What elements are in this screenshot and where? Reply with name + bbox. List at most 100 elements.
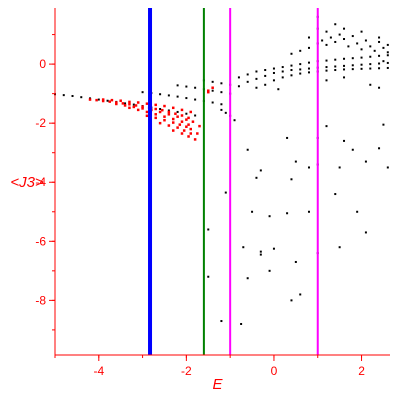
black-point-142 <box>338 166 341 169</box>
black-point-105 <box>351 35 354 38</box>
black-point-163 <box>207 275 210 278</box>
black-point-151 <box>286 212 289 215</box>
black-point-51 <box>307 61 310 64</box>
black-point-27 <box>176 84 179 87</box>
black-point-87 <box>334 69 337 72</box>
red-point-38 <box>136 108 140 112</box>
black-point-73 <box>351 64 354 67</box>
black-point-28 <box>185 85 188 88</box>
red-point-23 <box>163 104 166 108</box>
red-point-3 <box>108 100 111 103</box>
black-point-57 <box>360 56 363 59</box>
red-point-53 <box>167 124 171 127</box>
black-point-120 <box>360 30 363 33</box>
black-point-157 <box>272 247 275 250</box>
x-tick-label: 2 <box>358 364 365 378</box>
black-point-77 <box>386 61 389 64</box>
black-point-147 <box>334 193 337 196</box>
black-point-107 <box>360 48 363 51</box>
black-point-76 <box>378 62 381 65</box>
black-point-42 <box>233 119 236 122</box>
black-point-118 <box>334 23 337 26</box>
red-point-30 <box>141 107 144 110</box>
black-point-90 <box>360 67 363 70</box>
black-point-140 <box>259 169 262 172</box>
black-point-112 <box>382 46 385 49</box>
black-point-70 <box>325 66 328 69</box>
black-point-59 <box>378 54 381 57</box>
black-point-165 <box>299 293 302 296</box>
red-point-19 <box>128 100 131 104</box>
red-point-48 <box>171 121 175 124</box>
black-point-9 <box>132 103 135 106</box>
red-point-18 <box>119 99 122 102</box>
black-point-130 <box>382 123 385 126</box>
red-point-49 <box>178 123 182 126</box>
black-point-68 <box>307 67 310 70</box>
black-point-8 <box>124 102 127 105</box>
red-point-34 <box>176 115 179 118</box>
red-point-43 <box>180 120 184 123</box>
black-point-100 <box>329 36 332 39</box>
black-point-110 <box>373 49 376 52</box>
black-point-124 <box>325 79 328 82</box>
red-point-37 <box>128 106 131 110</box>
black-point-135 <box>351 148 354 151</box>
red-point-52 <box>158 121 162 125</box>
y-tick-label: -8 <box>35 293 46 307</box>
black-point-20 <box>167 94 170 97</box>
black-point-47 <box>272 67 275 70</box>
black-point-54 <box>334 58 337 61</box>
black-point-6 <box>106 99 109 102</box>
red-point-44 <box>187 123 190 126</box>
black-point-66 <box>290 69 293 72</box>
black-point-141 <box>307 166 310 169</box>
black-point-155 <box>242 246 245 249</box>
red-point-54 <box>176 126 179 129</box>
black-point-19 <box>159 93 162 96</box>
red-point-61 <box>196 132 199 135</box>
red-point-47 <box>163 118 166 122</box>
red-point-64 <box>211 86 214 89</box>
red-point-55 <box>182 129 186 132</box>
black-point-123 <box>386 51 389 54</box>
red-point-8 <box>141 105 144 108</box>
black-point-21 <box>176 95 179 98</box>
black-point-63 <box>264 74 267 77</box>
black-point-44 <box>246 73 249 76</box>
black-point-98 <box>321 39 324 42</box>
black-point-149 <box>307 210 310 213</box>
black-point-67 <box>299 68 302 71</box>
red-point-28 <box>123 104 127 107</box>
red-point-58 <box>180 132 184 135</box>
black-point-121 <box>378 36 381 39</box>
y-tick-label: -6 <box>35 234 46 248</box>
black-point-119 <box>343 27 346 30</box>
black-point-166 <box>290 299 293 302</box>
black-point-106 <box>356 42 359 45</box>
black-point-45 <box>255 70 258 73</box>
black-point-127 <box>378 86 381 89</box>
black-point-93 <box>386 66 389 69</box>
red-point-4 <box>115 101 118 104</box>
black-point-139 <box>364 160 367 163</box>
black-point-29 <box>194 86 197 89</box>
vertical-marker-lines <box>148 8 319 355</box>
red-point-42 <box>171 117 175 121</box>
red-point-32 <box>158 110 162 114</box>
black-point-48 <box>281 66 284 69</box>
black-point-50 <box>299 63 302 66</box>
red-point-10 <box>154 107 157 111</box>
x-tick-label: -2 <box>181 364 192 378</box>
red-point-65 <box>207 90 210 94</box>
black-point-81 <box>281 76 284 79</box>
black-point-89 <box>351 68 354 71</box>
black-point-15 <box>185 112 188 115</box>
red-point-36 <box>191 120 195 123</box>
black-point-137 <box>294 160 297 163</box>
black-point-1 <box>62 94 65 97</box>
red-point-27 <box>115 102 118 106</box>
black-point-108 <box>364 39 367 42</box>
black-point-17 <box>141 91 144 94</box>
red-point-21 <box>145 102 149 105</box>
